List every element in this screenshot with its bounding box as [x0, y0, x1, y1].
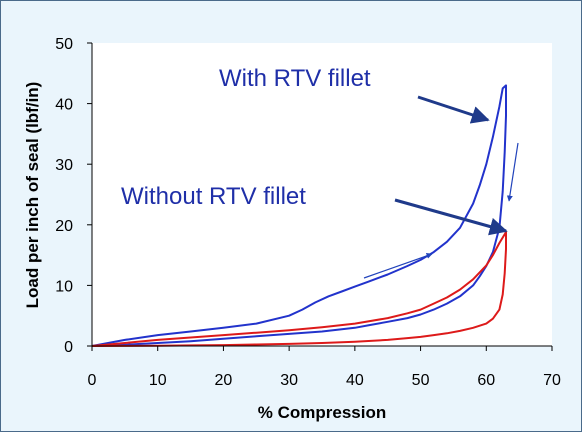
x-tick-label: 20 — [215, 372, 233, 389]
plot-area — [92, 43, 552, 346]
arrow-unloading-direction — [506, 142, 519, 202]
series-line-without-rtv-fillet — [91, 231, 507, 347]
annotation-without-rtv: Without RTV fillet — [121, 183, 306, 210]
x-tick-label: 70 — [543, 372, 561, 389]
x-tick-label: 10 — [149, 372, 167, 389]
x-axis-title: % Compression — [258, 403, 386, 422]
y-tick-label: 0 — [64, 339, 73, 356]
series-line-with-rtv-fillet — [91, 84, 507, 347]
y-tick-label: 10 — [55, 278, 73, 295]
y-tick-label: 50 — [55, 36, 73, 53]
series-layer — [91, 84, 507, 347]
x-tick-label: 60 — [477, 372, 495, 389]
x-tick-label: 40 — [346, 372, 364, 389]
ticks-layer: 0 10 20 30 40 50 60 70 0 10 20 30 40 50 — [55, 36, 561, 389]
y-axis-title: Load per inch of seal (lbf/in) — [23, 82, 42, 309]
y-tick-label: 30 — [55, 157, 73, 174]
arrow-with-rtv — [417, 95, 490, 124]
annotation-with-rtv: With RTV fillet — [219, 65, 371, 92]
x-tick-label: 30 — [280, 372, 298, 389]
y-tick-label: 40 — [55, 97, 73, 114]
y-tick-label: 20 — [55, 218, 73, 235]
arrow-without-rtv — [394, 198, 508, 236]
x-tick-label: 50 — [412, 372, 430, 389]
arrow-loading-direction — [363, 252, 433, 279]
x-tick-label: 0 — [88, 372, 97, 389]
